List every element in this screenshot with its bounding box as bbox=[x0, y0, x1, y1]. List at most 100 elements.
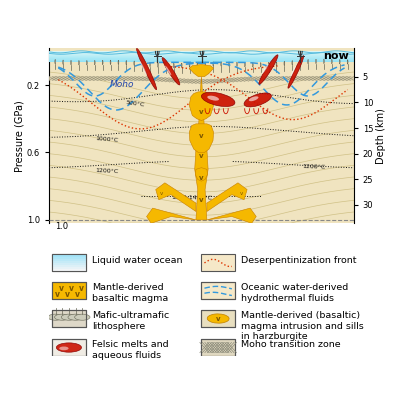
Text: v: v bbox=[160, 191, 163, 196]
Bar bbox=[49, 53, 354, 54]
Bar bbox=[52, 263, 86, 265]
Bar bbox=[49, 57, 354, 58]
Bar bbox=[49, 61, 354, 62]
Text: v: v bbox=[199, 109, 204, 115]
Polygon shape bbox=[189, 124, 214, 152]
Ellipse shape bbox=[244, 93, 272, 107]
Text: Moho: Moho bbox=[110, 80, 134, 89]
Bar bbox=[49, 56, 354, 57]
Text: Felsic melts and
aqueous fluids: Felsic melts and aqueous fluids bbox=[92, 340, 168, 360]
Circle shape bbox=[213, 62, 214, 66]
Ellipse shape bbox=[290, 66, 296, 77]
Bar bbox=[52, 259, 86, 261]
Circle shape bbox=[61, 314, 77, 320]
Circle shape bbox=[308, 60, 309, 64]
Circle shape bbox=[68, 314, 83, 320]
Text: v: v bbox=[79, 284, 84, 293]
Circle shape bbox=[292, 60, 293, 65]
Circle shape bbox=[252, 62, 253, 67]
Text: now: now bbox=[323, 50, 349, 60]
Circle shape bbox=[205, 62, 206, 66]
Ellipse shape bbox=[202, 92, 235, 106]
Bar bbox=[49, 54, 354, 55]
Bar bbox=[52, 282, 86, 299]
Polygon shape bbox=[195, 77, 208, 220]
Polygon shape bbox=[189, 64, 214, 77]
Circle shape bbox=[75, 314, 90, 320]
Text: v: v bbox=[55, 290, 60, 299]
Circle shape bbox=[110, 60, 111, 64]
Bar bbox=[52, 261, 86, 263]
Text: v: v bbox=[239, 191, 242, 196]
Bar bbox=[52, 254, 86, 271]
Circle shape bbox=[244, 62, 245, 67]
Circle shape bbox=[126, 60, 127, 65]
Bar bbox=[202, 282, 235, 299]
Ellipse shape bbox=[207, 314, 229, 323]
Circle shape bbox=[221, 62, 222, 66]
Ellipse shape bbox=[56, 343, 81, 352]
Polygon shape bbox=[189, 92, 214, 120]
Ellipse shape bbox=[249, 96, 259, 101]
Circle shape bbox=[86, 60, 87, 65]
Text: 1000°C: 1000°C bbox=[95, 136, 118, 143]
Circle shape bbox=[181, 63, 182, 68]
Circle shape bbox=[229, 62, 230, 66]
Bar bbox=[52, 267, 86, 269]
Ellipse shape bbox=[259, 55, 278, 84]
Text: Oceanic water-derived
hydrothermal fluids: Oceanic water-derived hydrothermal fluid… bbox=[241, 284, 348, 303]
Ellipse shape bbox=[262, 64, 269, 74]
Bar bbox=[52, 256, 86, 259]
Bar bbox=[52, 269, 86, 271]
Text: Liquid water ocean: Liquid water ocean bbox=[92, 256, 182, 265]
Text: v: v bbox=[69, 284, 74, 293]
Ellipse shape bbox=[140, 61, 147, 75]
Text: 1.0: 1.0 bbox=[55, 222, 68, 230]
Circle shape bbox=[323, 59, 324, 64]
Bar bbox=[49, 51, 354, 52]
Text: 1200°C: 1200°C bbox=[302, 164, 325, 170]
Ellipse shape bbox=[288, 56, 304, 88]
Bar bbox=[49, 52, 354, 53]
Bar bbox=[52, 310, 86, 327]
Text: 1300-1400°C: 1300-1400°C bbox=[171, 195, 212, 201]
Text: v: v bbox=[199, 175, 204, 181]
Bar bbox=[52, 339, 86, 356]
Text: v: v bbox=[216, 316, 220, 322]
Ellipse shape bbox=[162, 58, 180, 85]
Ellipse shape bbox=[137, 48, 156, 90]
Bar bbox=[52, 265, 86, 267]
Bar bbox=[52, 310, 86, 327]
Circle shape bbox=[55, 60, 56, 64]
Y-axis label: Pressure (GPa): Pressure (GPa) bbox=[14, 100, 24, 172]
Ellipse shape bbox=[59, 346, 69, 350]
Circle shape bbox=[55, 314, 70, 320]
Circle shape bbox=[71, 60, 72, 65]
Bar bbox=[49, 58, 354, 59]
Circle shape bbox=[118, 60, 119, 65]
Circle shape bbox=[189, 63, 190, 67]
Bar bbox=[202, 310, 235, 327]
Text: v: v bbox=[65, 290, 70, 299]
Circle shape bbox=[331, 59, 332, 64]
Circle shape bbox=[165, 63, 166, 68]
Bar bbox=[202, 339, 235, 356]
Circle shape bbox=[347, 60, 348, 64]
Circle shape bbox=[173, 63, 174, 68]
Ellipse shape bbox=[165, 66, 171, 75]
Text: Moho transition zone: Moho transition zone bbox=[241, 340, 341, 349]
Circle shape bbox=[94, 60, 95, 65]
Circle shape bbox=[48, 314, 63, 320]
Text: v: v bbox=[199, 133, 204, 139]
Polygon shape bbox=[207, 183, 247, 212]
Circle shape bbox=[260, 62, 261, 67]
Bar bbox=[202, 310, 235, 327]
Text: Mafic-ultramafic
lithosphere: Mafic-ultramafic lithosphere bbox=[92, 311, 169, 331]
Text: 1200°C: 1200°C bbox=[95, 168, 118, 174]
Bar bbox=[52, 339, 86, 356]
Circle shape bbox=[276, 62, 277, 66]
Bar bbox=[49, 52, 354, 53]
Bar bbox=[49, 57, 354, 58]
Polygon shape bbox=[207, 208, 256, 223]
Y-axis label: Depth (km): Depth (km) bbox=[376, 108, 386, 164]
